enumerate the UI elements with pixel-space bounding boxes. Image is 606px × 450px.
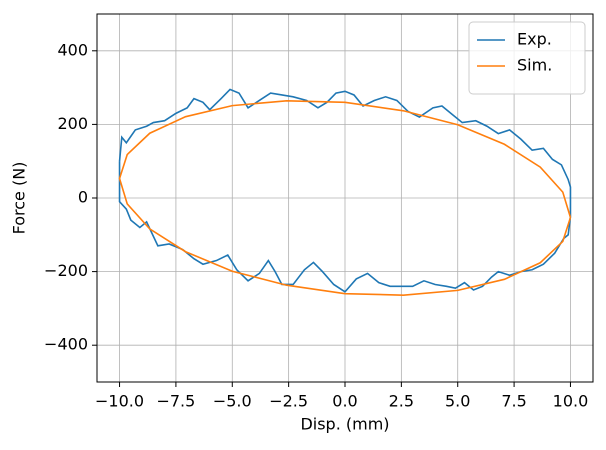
y-tick-label: 400 <box>57 40 88 59</box>
y-tick-label: 200 <box>57 114 88 133</box>
data-line <box>118 100 572 296</box>
x-tick-label: 5.0 <box>445 392 470 411</box>
plot-frame <box>96 13 594 383</box>
y-tick-label: −400 <box>44 335 88 354</box>
x-axis-label: Disp. (mm) <box>300 415 389 434</box>
x-tick-label: −2.5 <box>269 392 308 411</box>
x-tick-label: −7.5 <box>156 392 195 411</box>
y-tick-label: 0 <box>78 188 88 207</box>
y-tick-label: −200 <box>44 261 88 280</box>
legend-label: Exp. <box>517 30 552 49</box>
x-tick-label: 10.0 <box>553 392 589 411</box>
legend-label: Sim. <box>517 56 552 75</box>
x-tick-label: −5.0 <box>213 392 252 411</box>
x-tick-label: 0.0 <box>332 392 357 411</box>
y-axis-label: Force (N) <box>10 162 29 235</box>
x-tick-label: 7.5 <box>501 392 526 411</box>
x-tick-label: −10.0 <box>95 392 144 411</box>
x-tick-label: 2.5 <box>389 392 414 411</box>
